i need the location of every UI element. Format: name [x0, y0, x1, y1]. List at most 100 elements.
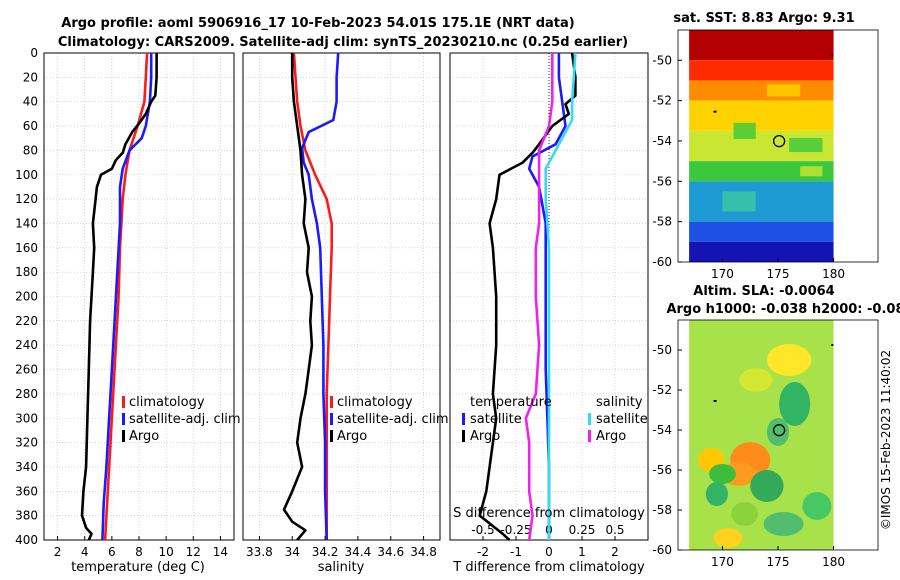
map-x-tick-label: 170	[711, 267, 734, 281]
x-tick-label: 2	[611, 545, 619, 559]
legend-swatch-argo	[330, 430, 333, 442]
map-x-tick-label: 175	[767, 267, 790, 281]
difference-panel: -2 -1 0 1 2-0.5 -0.25 0 0.25 0.5	[449, 52, 649, 559]
top-tick-label: 0.5	[605, 523, 624, 537]
legend-swatch-satellite	[330, 413, 333, 425]
sst-map-title: sat. SST: 8.83 Argo: 9.31	[673, 11, 854, 26]
map-x-tick-label: 175	[767, 555, 790, 569]
x-tick-label: 8	[135, 545, 143, 559]
legend-swatch-climatology	[330, 396, 333, 408]
x-tick-label: 34.4	[345, 545, 372, 559]
x-tick-label: 34.2	[312, 545, 339, 559]
map-y-tick-label: -58	[652, 503, 672, 517]
salinity-legend: climatology satellite-adj. clim Argo	[330, 395, 449, 444]
sla-anomaly-blob	[802, 492, 832, 520]
map-y-tick-label: -52	[652, 94, 672, 108]
legend-swatch-s-satellite	[588, 413, 591, 425]
sst-patch	[722, 191, 756, 212]
map-y-tick-label: -54	[652, 423, 672, 437]
axes-frame	[242, 52, 441, 541]
sst-patch	[800, 166, 823, 177]
temperature-panel: 2 4 6 8 10 12 14020406080100120140160180200220…	[15, 46, 235, 559]
sla-map-panel: 170 175 180 -60 -58 -56 -54 -52 -50	[652, 319, 879, 569]
x-tick-label: 12	[186, 545, 201, 559]
sla-anomaly-blob	[766, 344, 812, 376]
top-tick-label: -0.5	[471, 523, 494, 537]
top-tick-label: -0.25	[500, 523, 531, 537]
y-tick-label: 380	[15, 509, 38, 523]
series-line-argo	[80, 53, 158, 541]
y-tick-label: 160	[15, 241, 38, 255]
island-marker	[713, 400, 717, 402]
series-line-argo	[282, 53, 314, 541]
sst-band	[689, 100, 834, 131]
sst-patch	[766, 84, 801, 97]
sst-band	[689, 181, 834, 222]
sst-patch	[789, 137, 823, 153]
sst-map-panel: 170 175 180 -60 -58 -56 -54 -52 -50	[652, 29, 879, 281]
argo-position-marker	[772, 135, 786, 148]
series-line-t-argo	[478, 52, 577, 541]
sst-patch	[733, 122, 756, 139]
x-tick-label: -2	[477, 545, 489, 559]
y-tick-label: 300	[15, 411, 38, 425]
map-y-tick-label: -54	[652, 134, 672, 148]
series-line-climatology	[292, 52, 334, 540]
sla-map-title-2: Argo h1000: -0.038 h2000: -0.087	[666, 302, 900, 317]
y-tick-label: 0	[30, 46, 38, 60]
sla-anomaly-blob	[766, 418, 790, 446]
difference-legend: temperature satellite Argo salinity sate…	[462, 395, 648, 444]
top-tick-label: 0.25	[569, 523, 596, 537]
x-tick-label: 34.6	[377, 545, 404, 559]
y-tick-label: 60	[23, 119, 38, 133]
legend-title-temperature: temperature	[470, 395, 552, 410]
y-tick-label: 240	[15, 338, 38, 352]
map-y-tick-label: -58	[652, 215, 672, 229]
map-y-tick-label: -60	[652, 543, 672, 557]
y-tick-label: 200	[15, 290, 38, 304]
legend-label-s-satellite: satellite	[596, 412, 648, 427]
series-line-satellite-adj-clim	[101, 53, 153, 541]
sst-band	[689, 30, 834, 61]
map-y-tick-label: -60	[652, 255, 672, 269]
imos-watermark: ©IMOS 15-Feb-2023 11:40:02	[879, 350, 893, 530]
series-line-s-argo	[524, 53, 554, 541]
legend-label-s-argo: Argo	[596, 429, 626, 444]
y-tick-label: 280	[15, 387, 38, 401]
y-tick-label: 340	[15, 460, 38, 474]
island-marker	[831, 344, 834, 346]
legend-label-satellite: satellite-adj. clim	[337, 412, 449, 427]
map-y-tick-label: -56	[652, 174, 672, 188]
map-x-tick-label: 180	[822, 555, 845, 569]
salinity-panel: 33.8 34 34.2 34.4 34.6 34.8	[242, 52, 441, 559]
legend-label-satellite: satellite-adj. clim	[129, 412, 241, 427]
sst-band	[689, 241, 834, 262]
island-marker	[831, 54, 834, 57]
map-y-tick-label: -50	[652, 343, 672, 357]
difference-xlabel: T difference from climatology	[452, 560, 645, 575]
legend-swatch-argo	[122, 430, 125, 442]
y-tick-label: 140	[15, 216, 38, 230]
series-line-satellite-adj-clim	[300, 52, 340, 541]
sla-anomaly-blob	[739, 368, 773, 392]
series-line-s-satellite	[544, 52, 577, 540]
map-y-tick-label: -50	[652, 53, 672, 67]
legend-label-argo: Argo	[337, 429, 367, 444]
legend-swatch-s-argo	[588, 430, 591, 442]
y-tick-label: 320	[15, 436, 38, 450]
title-line-2: Climatology: CARS2009. Satellite-adj cli…	[58, 35, 628, 50]
temperature-xlabel: temperature (deg C)	[71, 560, 205, 575]
legend-title-salinity: salinity	[596, 395, 643, 410]
x-tick-label: 34.8	[410, 545, 437, 559]
y-tick-label: 20	[23, 70, 38, 84]
sla-map-title-1: Altim. SLA: -0.0064	[693, 284, 834, 299]
y-tick-label: 260	[15, 363, 38, 377]
y-tick-label: 180	[15, 265, 38, 279]
y-tick-label: 120	[15, 192, 38, 206]
map-x-tick-label: 170	[711, 555, 734, 569]
x-tick-label: 6	[108, 545, 116, 559]
x-tick-label: 34	[285, 545, 300, 559]
sla-anomaly-blob	[705, 482, 729, 506]
y-tick-label: 100	[15, 168, 38, 182]
